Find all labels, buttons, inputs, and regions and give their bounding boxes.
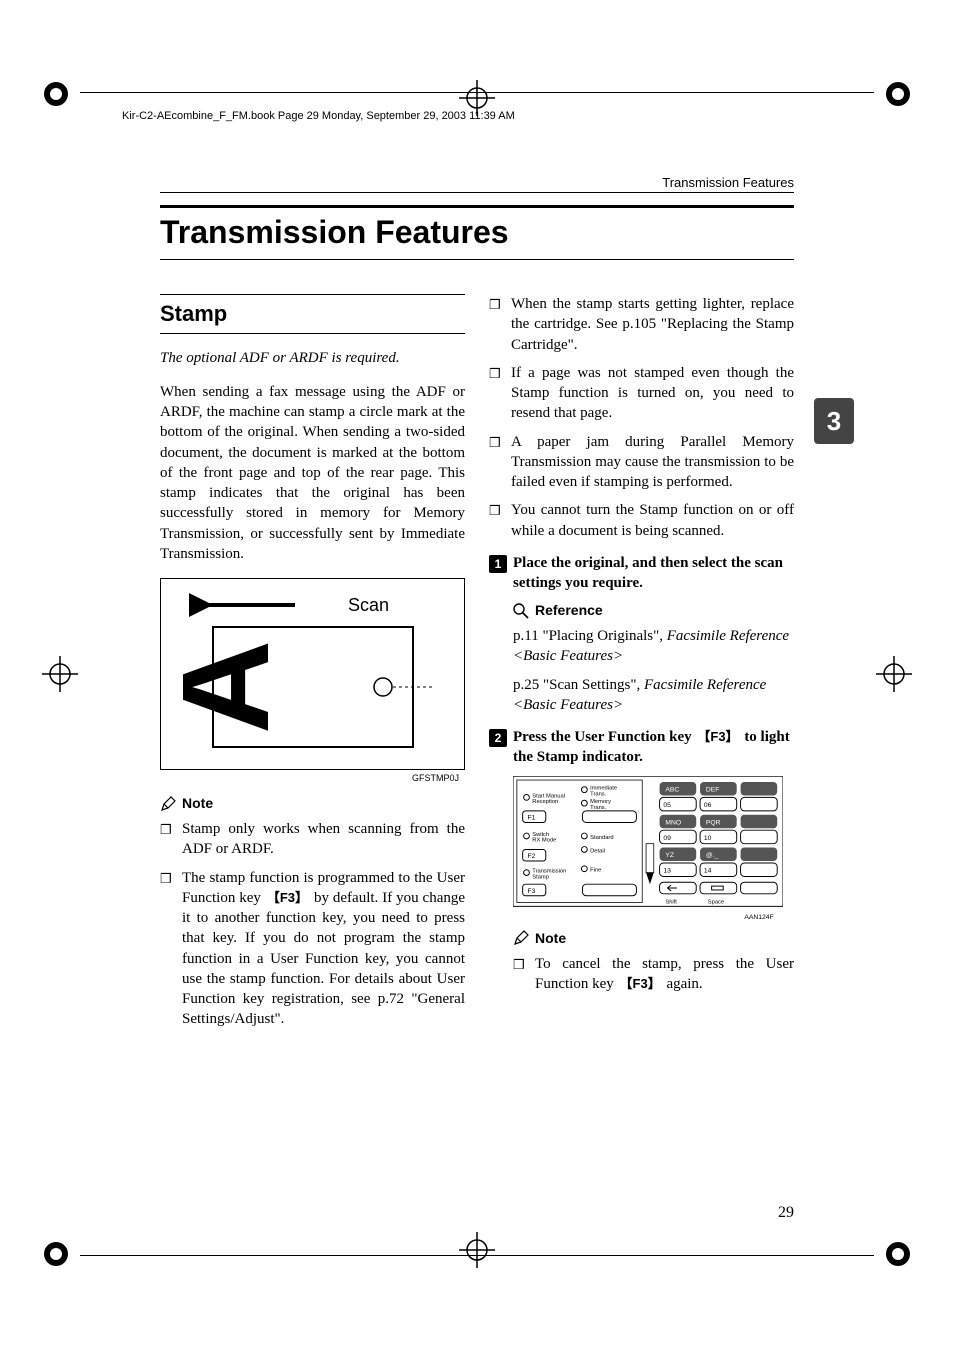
page-number: 29 <box>778 1204 794 1222</box>
svg-text:Reception: Reception <box>532 799 558 805</box>
h1-rule <box>160 205 794 208</box>
crosshair-icon <box>876 656 912 692</box>
list-item: When the stamp starts getting lighter, r… <box>489 294 794 355</box>
running-head: Transmission Features <box>662 175 794 190</box>
svg-text:RX Mode: RX Mode <box>532 837 556 843</box>
svg-text:09: 09 <box>663 834 671 841</box>
registration-mark-icon <box>42 1240 70 1268</box>
content-area: Transmission Features Stamp The optional… <box>160 205 794 1208</box>
stamp-description: When sending a fax message using the ADF… <box>160 382 465 564</box>
svg-text:F3: F3 <box>527 887 535 894</box>
svg-text:05: 05 <box>663 802 671 809</box>
svg-text:Trans.: Trans. <box>590 805 607 811</box>
reference-line: p.11 "Placing Originals", Facsimile Refe… <box>513 626 794 667</box>
svg-text:PQR: PQR <box>706 819 721 826</box>
list-item: Stamp only works when scanning from the … <box>160 819 465 860</box>
magnifier-icon <box>513 603 529 619</box>
section-heading-stamp: Stamp <box>160 299 465 329</box>
registration-mark-icon <box>42 80 70 108</box>
left-column: Stamp The optional ADF or ARDF is requir… <box>160 294 465 1042</box>
control-panel-figure: Start ManualReception ImmediateTrans. Me… <box>489 776 794 927</box>
registration-mark-icon <box>884 80 912 108</box>
svg-text:@._: @._ <box>706 852 719 859</box>
crosshair-icon <box>459 1232 495 1268</box>
figure-code: AAN124F <box>744 914 773 921</box>
svg-text:Fine: Fine <box>590 867 601 873</box>
svg-text:13: 13 <box>663 867 671 874</box>
svg-text:Detail: Detail <box>590 848 605 854</box>
list-item: The stamp function is programmed to the … <box>160 868 465 1030</box>
list-item: A paper jam during Parallel Memory Trans… <box>489 432 794 493</box>
crosshair-icon <box>42 656 78 692</box>
svg-text:Trans.: Trans. <box>590 791 607 797</box>
top-rule <box>80 92 874 93</box>
note-heading: Note <box>160 794 465 813</box>
page-title: Transmission Features <box>160 214 794 251</box>
svg-text:Standard: Standard <box>590 834 613 840</box>
step-number-icon: 2 <box>489 729 507 747</box>
running-rule <box>160 192 794 193</box>
svg-text:10: 10 <box>704 834 712 841</box>
f3-key-icon: F3 <box>695 728 740 746</box>
svg-text:YZ: YZ <box>665 852 674 859</box>
h1-rule <box>160 259 794 260</box>
pencil-icon <box>513 930 529 946</box>
list-item: If a page was not stamped even though th… <box>489 363 794 424</box>
figure-code: GFSTMP0J <box>160 772 465 784</box>
f3-key-icon: F3 <box>265 889 310 907</box>
svg-text:Stamp: Stamp <box>532 874 549 880</box>
chapter-tab: 3 <box>814 398 854 444</box>
svg-text:A: A <box>183 640 296 734</box>
right-column: When the stamp starts getting lighter, r… <box>489 294 794 1042</box>
svg-text:DEF: DEF <box>706 786 720 793</box>
list-item: You cannot turn the Stamp function on or… <box>489 500 794 541</box>
f3-key-icon: F3 <box>618 975 663 993</box>
page: Kir-C2-AEcombine_F_FM.book Page 29 Monda… <box>0 0 954 1348</box>
reference-line: p.25 "Scan Settings", Facsimile Referenc… <box>513 675 794 716</box>
step-1: 1 Place the original, and then select th… <box>489 553 794 594</box>
step-2: 2 Press the User Function key F3 to ligh… <box>489 727 794 768</box>
svg-text:14: 14 <box>704 867 712 874</box>
svg-text:06: 06 <box>704 802 712 809</box>
note-heading: Note <box>513 929 794 948</box>
continuation-bullets: When the stamp starts getting lighter, r… <box>489 294 794 541</box>
requirement-note: The optional ADF or ARDF is required. <box>160 348 465 368</box>
svg-text:F1: F1 <box>527 814 535 821</box>
registration-mark-icon <box>884 1240 912 1268</box>
svg-text:ABC: ABC <box>665 786 679 793</box>
scan-label: Scan <box>348 595 389 615</box>
pencil-icon <box>160 796 176 812</box>
stamp-scan-figure: Scan A <box>160 578 465 770</box>
note-list: Stamp only works when scanning from the … <box>160 819 465 1030</box>
reference-heading: Reference <box>513 601 794 620</box>
svg-text:MNO: MNO <box>665 819 681 826</box>
svg-text:Shift: Shift <box>665 899 677 905</box>
note-list: To cancel the stamp, press the User Func… <box>513 954 794 995</box>
svg-text:F2: F2 <box>527 853 535 860</box>
bottom-rule <box>80 1255 874 1256</box>
book-header: Kir-C2-AEcombine_F_FM.book Page 29 Monda… <box>122 110 515 122</box>
svg-text:Space: Space <box>708 899 724 905</box>
step-number-icon: 1 <box>489 555 507 573</box>
list-item: To cancel the stamp, press the User Func… <box>513 954 794 995</box>
